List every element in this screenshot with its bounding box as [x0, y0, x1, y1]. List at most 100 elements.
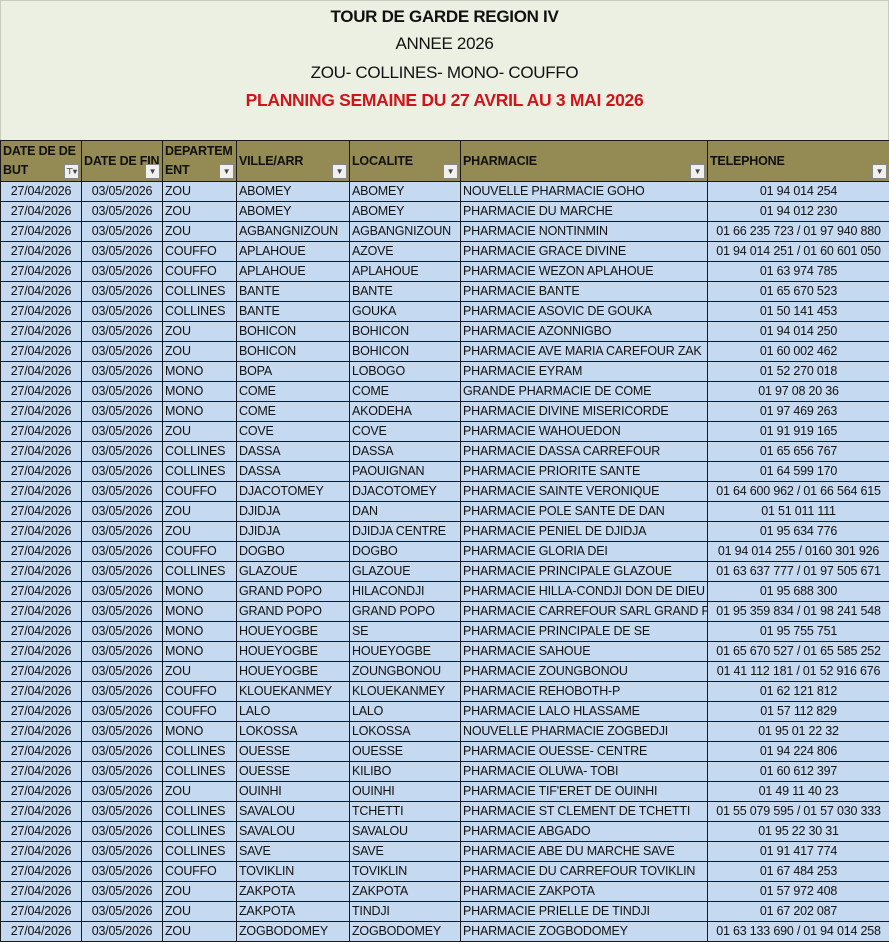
cell-departement[interactable]: ZOU — [162, 421, 237, 442]
dropdown-arrow-icon[interactable]: ▼ — [332, 164, 347, 179]
cell-pharmacie[interactable]: PHARMACIE OUESSE- CENTRE — [460, 741, 708, 762]
cell-departement[interactable]: COLLINES — [162, 761, 237, 782]
cell-localite[interactable]: GRAND POPO — [349, 601, 461, 622]
cell-departement[interactable]: MONO — [162, 721, 237, 742]
cell-ville[interactable]: APLAHOUE — [236, 241, 350, 262]
cell-date-debut[interactable]: 27/04/2026 — [0, 421, 82, 442]
cell-pharmacie[interactable]: PHARMACIE DU MARCHE — [460, 201, 708, 222]
cell-localite[interactable]: DASSA — [349, 441, 461, 462]
cell-departement[interactable]: MONO — [162, 401, 237, 422]
cell-date-fin[interactable]: 03/05/2026 — [81, 881, 163, 902]
cell-date-fin[interactable]: 03/05/2026 — [81, 441, 163, 462]
cell-ville[interactable]: BOPA — [236, 361, 350, 382]
cell-date-fin[interactable]: 03/05/2026 — [81, 601, 163, 622]
cell-date-fin[interactable]: 03/05/2026 — [81, 561, 163, 582]
cell-localite[interactable]: KILIBO — [349, 761, 461, 782]
cell-departement[interactable]: ZOU — [162, 921, 237, 942]
cell-departement[interactable]: COUFFO — [162, 241, 237, 262]
cell-ville[interactable]: HOUEYOGBE — [236, 621, 350, 642]
cell-pharmacie[interactable]: PHARMACIE AZONNIGBO — [460, 321, 708, 342]
cell-departement[interactable]: COLLINES — [162, 461, 237, 482]
cell-telephone[interactable]: 01 49 11 40 23 — [707, 781, 889, 802]
cell-date-fin[interactable]: 03/05/2026 — [81, 501, 163, 522]
cell-date-debut[interactable]: 27/04/2026 — [0, 621, 82, 642]
cell-departement[interactable]: ZOU — [162, 341, 237, 362]
cell-date-fin[interactable]: 03/05/2026 — [81, 421, 163, 442]
cell-localite[interactable]: BOHICON — [349, 321, 461, 342]
cell-ville[interactable]: DOGBO — [236, 541, 350, 562]
cell-ville[interactable]: OUESSE — [236, 741, 350, 762]
cell-localite[interactable]: TOVIKLIN — [349, 861, 461, 882]
cell-date-debut[interactable]: 27/04/2026 — [0, 761, 82, 782]
cell-telephone[interactable]: 01 65 670 523 — [707, 281, 889, 302]
cell-telephone[interactable]: 01 95 755 751 — [707, 621, 889, 642]
cell-telephone[interactable]: 01 95 634 776 — [707, 521, 889, 542]
cell-date-fin[interactable]: 03/05/2026 — [81, 381, 163, 402]
cell-departement[interactable]: COLLINES — [162, 841, 237, 862]
cell-localite[interactable]: OUESSE — [349, 741, 461, 762]
cell-date-debut[interactable]: 27/04/2026 — [0, 461, 82, 482]
cell-pharmacie[interactable]: NOUVELLE PHARMACIE GOHO — [460, 181, 708, 202]
cell-date-debut[interactable]: 27/04/2026 — [0, 561, 82, 582]
cell-localite[interactable]: ZOUNGBONOU — [349, 661, 461, 682]
cell-date-debut[interactable]: 27/04/2026 — [0, 181, 82, 202]
cell-telephone[interactable]: 01 50 141 453 — [707, 301, 889, 322]
cell-localite[interactable]: TCHETTI — [349, 801, 461, 822]
cell-telephone[interactable]: 01 57 112 829 — [707, 701, 889, 722]
cell-date-fin[interactable]: 03/05/2026 — [81, 301, 163, 322]
cell-date-fin[interactable]: 03/05/2026 — [81, 401, 163, 422]
cell-date-debut[interactable]: 27/04/2026 — [0, 241, 82, 262]
cell-ville[interactable]: LOKOSSA — [236, 721, 350, 742]
cell-ville[interactable]: BANTE — [236, 301, 350, 322]
cell-pharmacie[interactable]: PHARMACIE EYRAM — [460, 361, 708, 382]
cell-localite[interactable]: BOHICON — [349, 341, 461, 362]
cell-date-debut[interactable]: 27/04/2026 — [0, 381, 82, 402]
cell-ville[interactable]: GRAND POPO — [236, 601, 350, 622]
cell-telephone[interactable]: 01 51 011 111 — [707, 501, 889, 522]
cell-departement[interactable]: COLLINES — [162, 801, 237, 822]
cell-localite[interactable]: DOGBO — [349, 541, 461, 562]
cell-telephone[interactable]: 01 95 22 30 31 — [707, 821, 889, 842]
cell-pharmacie[interactable]: PHARMACIE PRINCIPALE GLAZOUE — [460, 561, 708, 582]
cell-date-debut[interactable]: 27/04/2026 — [0, 601, 82, 622]
cell-departement[interactable]: COUFFO — [162, 861, 237, 882]
cell-telephone[interactable]: 01 41 112 181 / 01 52 916 676 — [707, 661, 889, 682]
cell-localite[interactable]: GLAZOUE — [349, 561, 461, 582]
cell-departement[interactable]: ZOU — [162, 661, 237, 682]
cell-ville[interactable]: KLOUEKANMEY — [236, 681, 350, 702]
cell-localite[interactable]: OUINHI — [349, 781, 461, 802]
cell-telephone[interactable]: 01 94 012 230 — [707, 201, 889, 222]
cell-date-fin[interactable]: 03/05/2026 — [81, 621, 163, 642]
cell-date-fin[interactable]: 03/05/2026 — [81, 741, 163, 762]
cell-telephone[interactable]: 01 64 599 170 — [707, 461, 889, 482]
cell-date-debut[interactable]: 27/04/2026 — [0, 581, 82, 602]
cell-telephone[interactable]: 01 94 014 250 — [707, 321, 889, 342]
cell-pharmacie[interactable]: PHARMACIE PRIORITE SANTE — [460, 461, 708, 482]
cell-ville[interactable]: LALO — [236, 701, 350, 722]
cell-pharmacie[interactable]: PHARMACIE ABE DU MARCHE SAVE — [460, 841, 708, 862]
dropdown-arrow-icon[interactable]: ▼ — [145, 164, 160, 179]
cell-telephone[interactable]: 01 95 688 300 — [707, 581, 889, 602]
cell-localite[interactable]: GOUKA — [349, 301, 461, 322]
cell-localite[interactable]: SE — [349, 621, 461, 642]
cell-date-debut[interactable]: 27/04/2026 — [0, 401, 82, 422]
filter-applied-icon[interactable]: ⊤▾ — [64, 164, 79, 179]
cell-date-fin[interactable]: 03/05/2026 — [81, 481, 163, 502]
cell-date-fin[interactable]: 03/05/2026 — [81, 581, 163, 602]
dropdown-arrow-icon[interactable]: ▼ — [690, 164, 705, 179]
cell-localite[interactable]: APLAHOUE — [349, 261, 461, 282]
cell-localite[interactable]: DAN — [349, 501, 461, 522]
cell-date-debut[interactable]: 27/04/2026 — [0, 221, 82, 242]
cell-ville[interactable]: HOUEYOGBE — [236, 661, 350, 682]
cell-date-debut[interactable]: 27/04/2026 — [0, 521, 82, 542]
cell-date-fin[interactable]: 03/05/2026 — [81, 701, 163, 722]
cell-localite[interactable]: HILACONDJI — [349, 581, 461, 602]
cell-localite[interactable]: SAVE — [349, 841, 461, 862]
cell-ville[interactable]: ZAKPOTA — [236, 901, 350, 922]
cell-date-debut[interactable]: 27/04/2026 — [0, 321, 82, 342]
cell-date-debut[interactable]: 27/04/2026 — [0, 441, 82, 462]
cell-date-debut[interactable]: 27/04/2026 — [0, 261, 82, 282]
cell-departement[interactable]: MONO — [162, 621, 237, 642]
cell-date-debut[interactable]: 27/04/2026 — [0, 301, 82, 322]
cell-ville[interactable]: GLAZOUE — [236, 561, 350, 582]
